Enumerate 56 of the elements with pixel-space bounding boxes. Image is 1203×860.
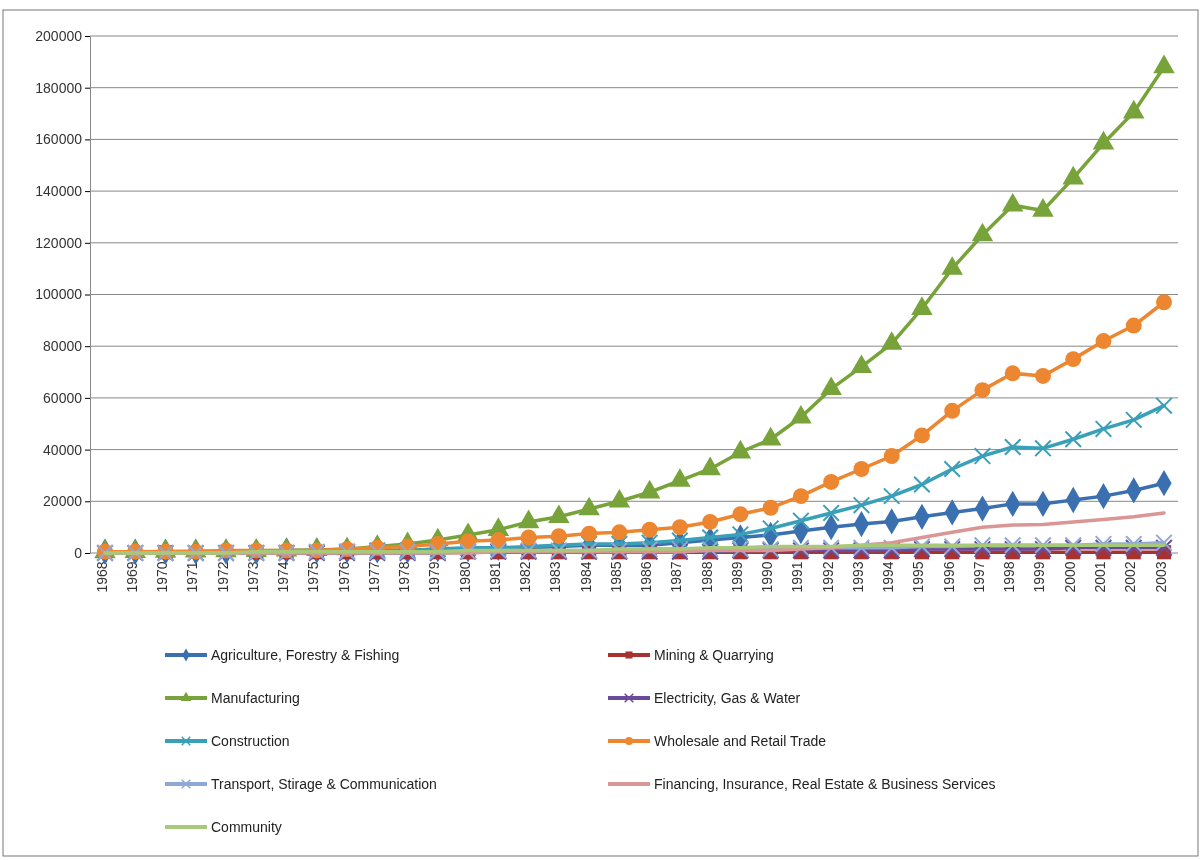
y-tick-label: 140000 xyxy=(35,183,83,200)
x-tick-label: 2002 xyxy=(1122,561,1139,593)
legend-label: Manufacturing xyxy=(211,690,300,706)
x-tick-label: 1995 xyxy=(910,561,927,593)
y-tick-label: 160000 xyxy=(35,131,83,148)
x-tick-label: 1978 xyxy=(396,561,413,593)
y-tick-label: 40000 xyxy=(43,441,83,458)
x-tick-label: 1985 xyxy=(607,561,624,593)
x-tick-label: 1980 xyxy=(456,561,473,593)
x-tick-label: 1971 xyxy=(184,561,201,593)
x-tick-label: 1986 xyxy=(638,561,655,593)
x-tick-label: 1977 xyxy=(365,561,382,593)
x-tick-label: 1970 xyxy=(154,561,171,593)
x-tick-label: 2003 xyxy=(1152,561,1169,593)
x-tick-label: 1999 xyxy=(1031,561,1048,593)
legend-label: Wholesale and Retail Trade xyxy=(654,733,827,749)
x-tick-label: 1973 xyxy=(244,561,261,593)
x-tick-label: 1998 xyxy=(1001,561,1018,593)
y-tick-label: 200000 xyxy=(35,27,83,44)
x-tick-label: 1996 xyxy=(940,561,957,593)
x-tick-label: 1972 xyxy=(214,561,231,593)
x-tick-label: 1991 xyxy=(789,561,806,593)
legend-label: Mining & Quarrying xyxy=(654,647,774,663)
y-tick-label: 60000 xyxy=(43,389,83,406)
x-tick-label: 1993 xyxy=(849,561,866,593)
x-tick-label: 1982 xyxy=(517,561,534,593)
x-tick-label: 1987 xyxy=(668,561,685,593)
x-tick-label: 1994 xyxy=(880,561,897,593)
x-tick-label: 2001 xyxy=(1091,561,1108,593)
legend-label: Community xyxy=(211,819,282,835)
legend-label: Financing, Insurance, Real Estate & Business Services xyxy=(654,776,996,792)
x-tick-label: 1988 xyxy=(698,561,715,593)
legend-label: Construction xyxy=(211,733,290,749)
x-tick-label: 1992 xyxy=(819,561,836,593)
legend-label: Agriculture, Forestry & Fishing xyxy=(211,647,400,663)
x-tick-label: 1990 xyxy=(759,561,776,593)
x-tick-label: 1984 xyxy=(577,561,594,593)
y-tick-label: 80000 xyxy=(43,338,83,355)
y-tick-label: 20000 xyxy=(43,493,83,510)
x-tick-label: 1997 xyxy=(970,561,987,593)
x-tick-label: 1981 xyxy=(486,561,503,593)
x-tick-label: 1969 xyxy=(123,561,140,593)
x-tick-label: 1989 xyxy=(728,561,745,593)
legend-label: Transport, Stirage & Communication xyxy=(211,776,437,792)
x-tick-label: 1983 xyxy=(547,561,564,593)
x-tick-label: 1974 xyxy=(275,561,292,593)
y-tick-label: 0 xyxy=(74,544,83,561)
y-tick-label: 180000 xyxy=(35,79,83,96)
x-tick-label: 2000 xyxy=(1061,561,1078,593)
legend-label: Electricity, Gas & Water xyxy=(654,690,801,706)
x-tick-label: 1975 xyxy=(305,561,322,593)
y-tick-label: 120000 xyxy=(35,234,83,251)
x-tick-label: 1968 xyxy=(93,561,110,593)
x-tick-label: 1976 xyxy=(335,561,352,593)
y-tick-label: 100000 xyxy=(35,286,83,303)
x-tick-label: 1979 xyxy=(426,561,443,593)
